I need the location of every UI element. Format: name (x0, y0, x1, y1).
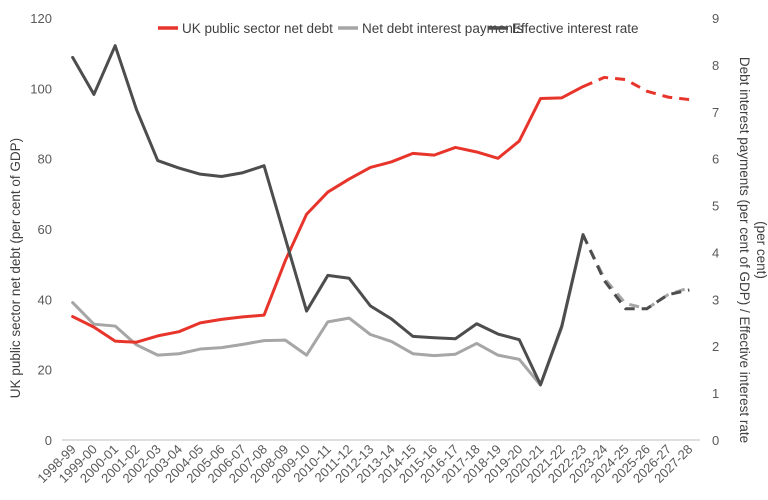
left-axis-ticks: 0 20 40 60 80 100 120 (30, 11, 52, 448)
y-tick-label: 40 (38, 292, 52, 307)
series-net-debt-interest-payments-line (71, 233, 585, 387)
y-tick-label: 120 (30, 11, 52, 26)
y-tick-label: 100 (30, 81, 52, 96)
y-tick-label: 60 (38, 222, 52, 237)
right-axis-ticks: 0 1 2 3 4 5 6 7 8 9 (712, 11, 719, 448)
legend-label: Effective interest rate (512, 21, 639, 36)
series-uk-public-sector-net-debt-forecast-line (582, 75, 690, 102)
y2-tick-label: 4 (712, 245, 719, 260)
series-effective-interest-rate-line (71, 44, 585, 387)
y2-axis-title-line2: (per cent) (754, 221, 768, 279)
y2-tick-label: 3 (712, 292, 719, 307)
series-uk-public-sector-net-debt-line (71, 85, 585, 344)
legend-label: UK public sector net debt (182, 21, 333, 36)
y2-tick-label: 2 (712, 339, 719, 354)
y2-tick-label: 8 (712, 58, 719, 73)
y2-tick-label: 9 (712, 11, 719, 26)
y2-tick-label: 0 (712, 433, 719, 448)
x-axis-ticks: 1998-991999-002000-012001-022002-032003-… (34, 442, 695, 486)
y2-axis-title-line1: Debt interest payments (per cent of GDP)… (737, 57, 752, 443)
series-lines (71, 44, 690, 387)
legend-label: Net debt interest payments (362, 21, 524, 36)
y-axis-title: UK public sector net debt (per cent of G… (8, 138, 23, 398)
y-tick-label: 20 (38, 363, 52, 378)
series-effective-interest-rate-forecast-line (581, 233, 690, 311)
y-tick-label: 80 (38, 152, 52, 167)
y2-tick-label: 1 (712, 386, 719, 401)
y-tick-label: 0 (45, 433, 52, 448)
y2-tick-label: 6 (712, 152, 719, 167)
y2-tick-label: 7 (712, 105, 719, 120)
legend: UK public sector net debt Net debt intere… (158, 21, 639, 36)
y2-tick-label: 5 (712, 199, 719, 214)
